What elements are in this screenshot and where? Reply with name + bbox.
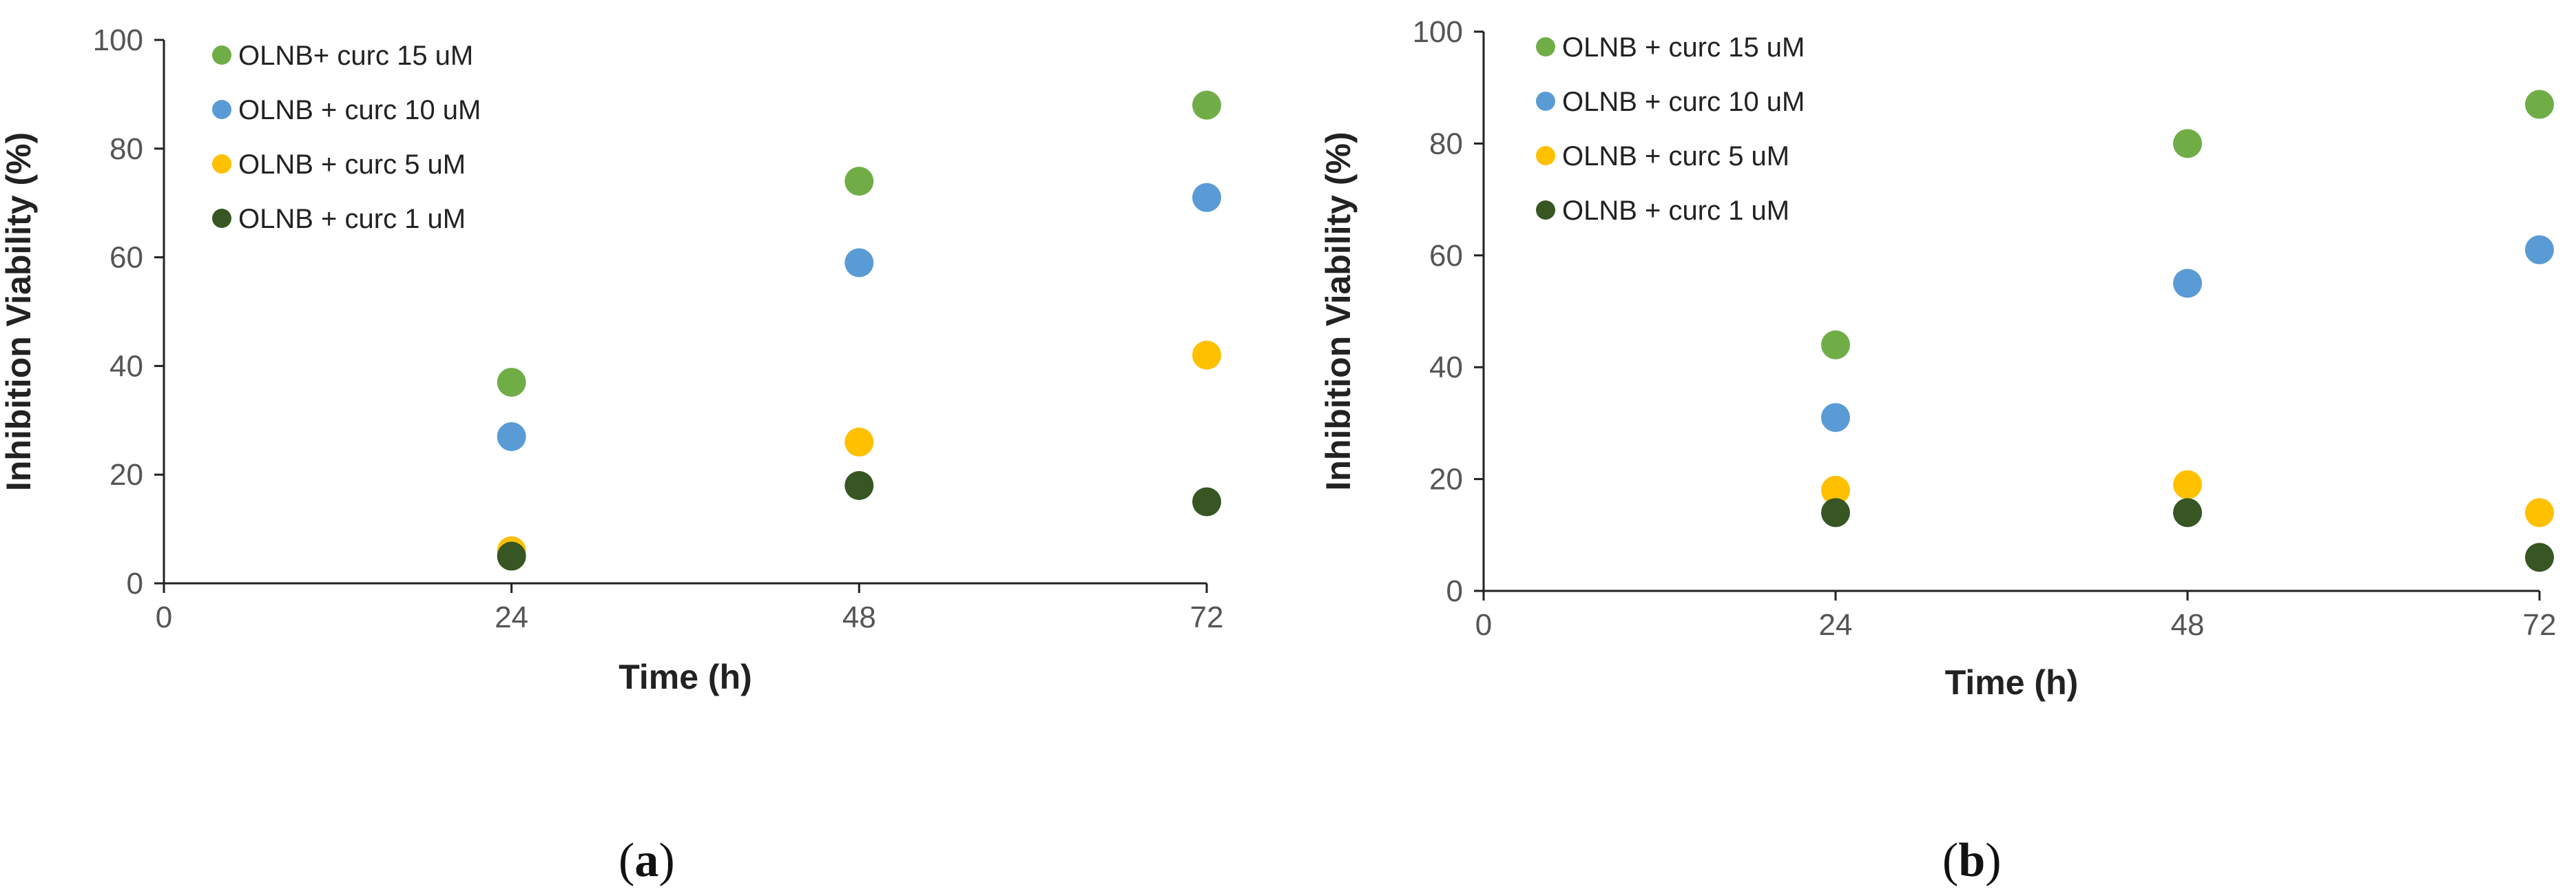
y-axis-title: Inhibition Viability (%) — [0, 132, 38, 491]
legend: OLNB + curc 15 uM OLNB + curc 10 uM OLNB +… — [1536, 32, 1805, 226]
panel-label-part: ( — [1942, 834, 1958, 887]
legend-label: OLNB + curc 15 uM — [1562, 32, 1805, 63]
panel-label-part: ) — [1985, 834, 2001, 887]
data-point-series-0 — [497, 368, 526, 397]
data-point-series-2 — [844, 427, 874, 457]
x-tick-label: 24 — [1819, 608, 1853, 642]
legend-label: OLNB + curc 1 uM — [238, 204, 466, 234]
y-tick-label: 40 — [110, 349, 143, 383]
data-point-series-2 — [1192, 340, 1221, 370]
legend-marker — [1536, 92, 1555, 111]
data-point-series-3 — [2173, 498, 2202, 528]
data-point-series-1 — [2173, 269, 2202, 298]
y-axis-title: Inhibition Viability (%) — [1319, 132, 1358, 490]
y-tick-label: 100 — [1413, 15, 1463, 49]
chart-panel-b: 0 20 40 60 80 100 0 24 48 72 Time (h) Inhibition Vi… — [1319, 15, 2556, 887]
x-tick-label: 24 — [495, 601, 528, 634]
legend-label: OLNB + curc 5 uM — [1562, 141, 1789, 171]
data-point-series-3 — [2525, 543, 2554, 572]
data-point-series-2 — [2525, 498, 2554, 528]
y-tick-label: 40 — [1429, 351, 1463, 384]
legend-marker — [212, 100, 231, 119]
data-point-series-2 — [2173, 470, 2202, 499]
data-point-series-0 — [1821, 330, 1850, 360]
data-point-series-0 — [844, 167, 874, 196]
legend-marker — [1536, 200, 1555, 220]
legend-marker — [212, 209, 231, 228]
x-tick-label: 48 — [842, 601, 876, 634]
y-tick-label: 60 — [110, 241, 143, 275]
x-tick-label: 48 — [2171, 608, 2205, 642]
legend-label: OLNB + curc 1 uM — [1562, 196, 1789, 226]
panel-label-part: ( — [619, 834, 634, 887]
x-axis-title: Time (h) — [619, 658, 752, 696]
x-tick-label: 0 — [156, 601, 172, 634]
data-point-series-3 — [1821, 498, 1850, 528]
x-axis-title: Time (h) — [1945, 663, 2079, 702]
data-point-series-2 — [1821, 475, 1850, 505]
x-tick-label: 72 — [1190, 601, 1224, 634]
data-point-series-1 — [2525, 235, 2554, 264]
legend-label: OLNB + curc 10 uM — [238, 95, 481, 125]
y-tick-label: 0 — [1446, 574, 1463, 608]
legend-marker — [212, 45, 231, 65]
data-point-series-0 — [2173, 129, 2202, 158]
legend-label: OLNB + curc 10 uM — [1562, 87, 1805, 117]
legend: OLNB+ curc 15 uM OLNB + curc 10 uM OLNB + … — [212, 41, 481, 234]
data-point-series-3 — [1192, 487, 1221, 517]
data-point-series-0 — [2525, 90, 2554, 119]
x-tick-label: 0 — [1475, 608, 1492, 642]
data-point-series-1 — [1192, 183, 1221, 212]
panel-label-part: a — [634, 834, 658, 887]
x-tick-label: 72 — [2523, 608, 2557, 642]
legend-marker — [1536, 37, 1555, 56]
axes: 0 20 40 60 80 100 0 24 48 72 — [93, 23, 1224, 634]
data-points — [497, 90, 1221, 571]
y-tick-label: 80 — [110, 132, 143, 166]
panel-label-part: b — [1958, 834, 1985, 887]
legend-label: OLNB + curc 5 uM — [238, 149, 466, 180]
legend-marker — [1536, 146, 1555, 165]
panel-label-part: ) — [658, 834, 674, 887]
panel-label: (a) — [619, 834, 675, 887]
data-points — [1821, 90, 2554, 572]
legend-label: OLNB+ curc 15 uM — [238, 41, 473, 71]
data-point-series-3 — [844, 470, 874, 500]
legend-marker — [212, 154, 231, 174]
data-point-series-1 — [1821, 403, 1850, 433]
y-tick-label: 100 — [93, 23, 143, 57]
y-tick-label: 60 — [1429, 239, 1463, 273]
data-point-series-1 — [844, 248, 874, 278]
data-point-series-3 — [497, 541, 526, 571]
y-tick-label: 20 — [110, 458, 143, 492]
axes: 0 20 40 60 80 100 0 24 48 72 — [1413, 15, 2557, 642]
y-tick-label: 20 — [1429, 463, 1463, 497]
data-point-series-0 — [1192, 90, 1221, 120]
panel-label: (b) — [1942, 834, 2002, 887]
y-tick-label: 80 — [1429, 127, 1463, 160]
y-tick-label: 0 — [127, 567, 143, 601]
data-point-series-1 — [497, 421, 526, 451]
chart-panel-a: 0 20 40 60 80 100 0 24 48 72 Time (h) Inhibition Vi… — [0, 23, 1223, 887]
